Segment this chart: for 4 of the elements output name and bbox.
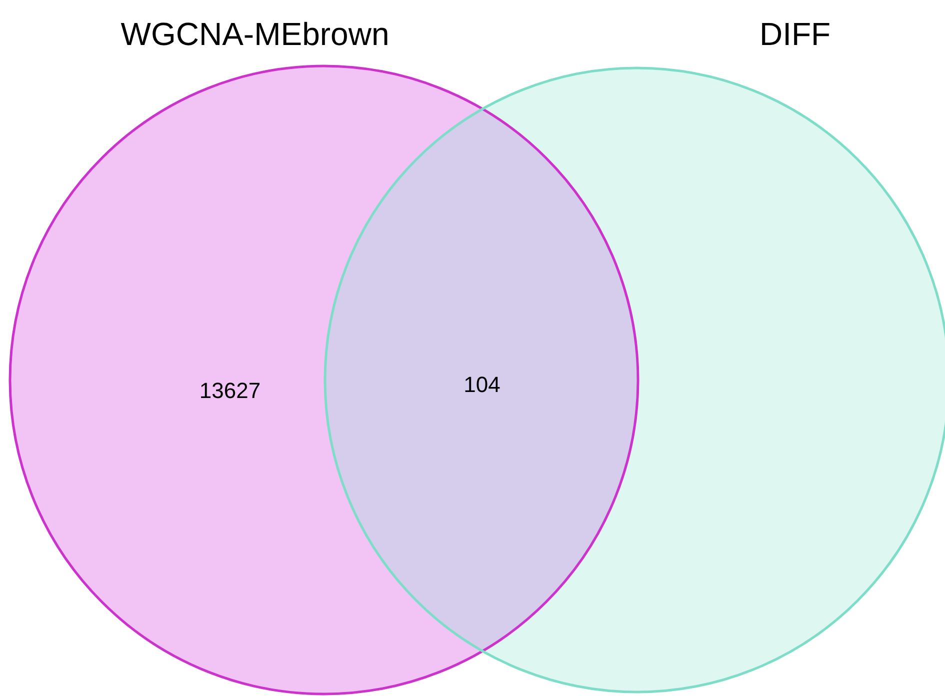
text: DIFF xyxy=(759,16,831,52)
data-label: 104 xyxy=(464,372,500,397)
data-label: 13627 xyxy=(199,378,261,403)
text: WGCNA-MEbrown xyxy=(120,16,390,52)
